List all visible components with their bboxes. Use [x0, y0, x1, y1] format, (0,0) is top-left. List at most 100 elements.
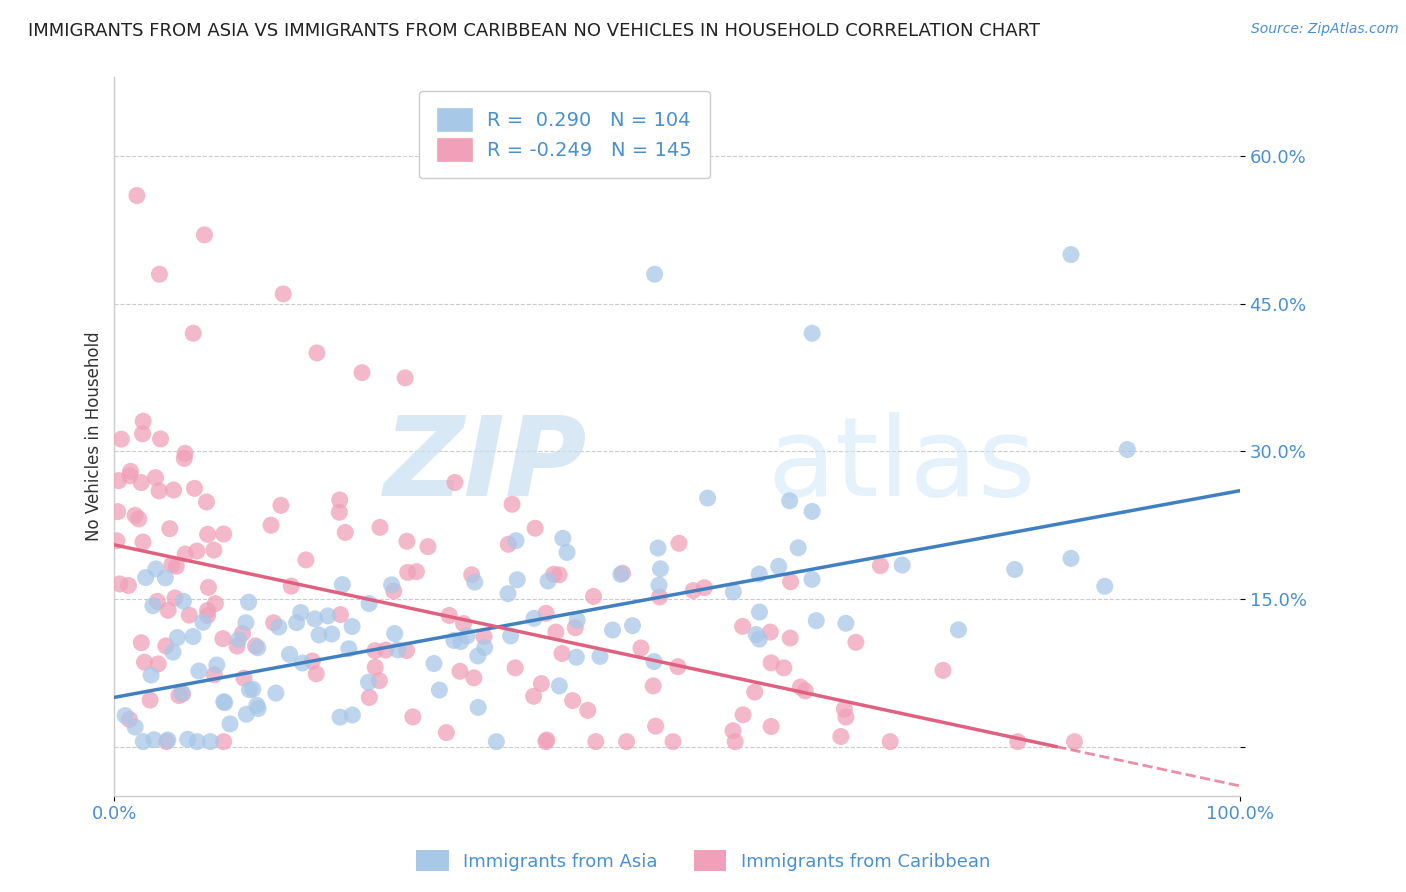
Point: [891, 558, 914, 572]
Point: [364, 660, 387, 674]
Point: [278, 648, 301, 662]
Point: [340, 619, 363, 633]
Point: [794, 684, 817, 698]
Point: [467, 648, 489, 663]
Point: [416, 540, 439, 554]
Point: [146, 657, 169, 671]
Legend: Immigrants from Asia, Immigrants from Caribbean: Immigrants from Asia, Immigrants from Ca…: [409, 843, 997, 879]
Point: [534, 607, 557, 621]
Point: [173, 451, 195, 466]
Point: [238, 682, 260, 697]
Point: [779, 574, 801, 589]
Point: [731, 619, 754, 633]
Point: [139, 668, 162, 682]
Point: [551, 647, 574, 661]
Point: [219, 717, 242, 731]
Point: [564, 621, 586, 635]
Point: [453, 616, 475, 631]
Point: [270, 499, 292, 513]
Point: [290, 606, 312, 620]
Point: [132, 535, 155, 549]
Point: [536, 733, 558, 747]
Point: [156, 733, 179, 747]
Point: [197, 580, 219, 594]
Point: [163, 591, 186, 605]
Point: [170, 686, 193, 700]
Point: [748, 605, 770, 619]
Point: [233, 671, 256, 685]
Point: [650, 562, 672, 576]
Point: [387, 642, 409, 657]
Point: [395, 643, 418, 657]
Point: [118, 713, 141, 727]
Point: [801, 504, 824, 518]
Point: [932, 664, 955, 678]
Point: [381, 578, 404, 592]
Point: [530, 676, 553, 690]
Point: [107, 505, 129, 519]
Point: [662, 734, 685, 748]
Point: [834, 702, 856, 716]
Point: [789, 680, 811, 694]
Point: [835, 616, 858, 631]
Point: [183, 481, 205, 495]
Point: [308, 628, 330, 642]
Point: [238, 595, 260, 609]
Point: [384, 626, 406, 640]
Point: [204, 597, 226, 611]
Point: [202, 543, 225, 558]
Point: [576, 703, 599, 717]
Point: [696, 491, 718, 505]
Point: [226, 639, 249, 653]
Point: [214, 696, 236, 710]
Point: [456, 629, 478, 643]
Point: [544, 625, 567, 640]
Point: [523, 690, 546, 704]
Point: [157, 603, 180, 617]
Point: [801, 326, 824, 341]
Point: [186, 734, 208, 748]
Point: [498, 537, 520, 551]
Point: [450, 634, 472, 648]
Point: [181, 630, 204, 644]
Point: [830, 730, 852, 744]
Point: [561, 693, 583, 707]
Point: [291, 656, 314, 670]
Point: [693, 581, 716, 595]
Point: [759, 719, 782, 733]
Point: [263, 615, 285, 630]
Point: [396, 566, 419, 580]
Point: [721, 723, 744, 738]
Point: [124, 508, 146, 523]
Point: [246, 698, 269, 713]
Point: [205, 658, 228, 673]
Point: [267, 620, 290, 634]
Point: [125, 188, 148, 202]
Point: [304, 612, 326, 626]
Point: [166, 631, 188, 645]
Point: [335, 525, 357, 540]
Point: [285, 615, 308, 630]
Text: Source: ZipAtlas.com: Source: ZipAtlas.com: [1251, 22, 1399, 37]
Point: [174, 446, 197, 460]
Legend: R =  0.290   N = 104, R = -0.249   N = 145: R = 0.290 N = 104, R = -0.249 N = 145: [419, 91, 710, 178]
Point: [165, 559, 187, 574]
Point: [197, 608, 219, 623]
Point: [162, 645, 184, 659]
Point: [879, 734, 901, 748]
Point: [342, 708, 364, 723]
Point: [155, 734, 177, 748]
Point: [835, 710, 858, 724]
Point: [143, 732, 166, 747]
Point: [948, 623, 970, 637]
Point: [195, 495, 218, 509]
Point: [247, 701, 270, 715]
Point: [321, 627, 343, 641]
Point: [155, 639, 177, 653]
Point: [666, 659, 689, 673]
Point: [647, 541, 669, 555]
Point: [543, 567, 565, 582]
Point: [124, 720, 146, 734]
Point: [602, 623, 624, 637]
Point: [271, 287, 294, 301]
